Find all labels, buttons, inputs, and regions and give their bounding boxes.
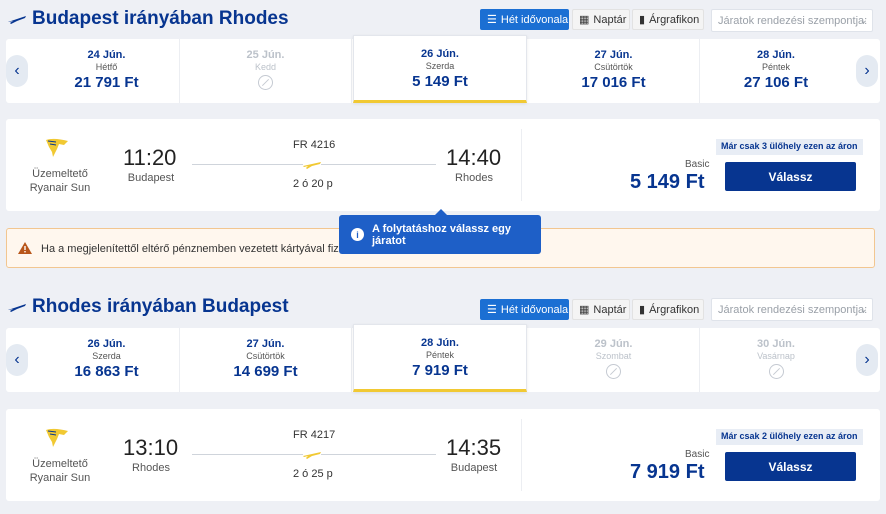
no-flight-icon xyxy=(768,364,784,379)
tab-calendar[interactable]: ▦ Naptár xyxy=(572,9,630,30)
calendar-icon: ▦ xyxy=(579,304,590,316)
arrival-city: Rhodes xyxy=(455,172,493,184)
chevron-down-icon: ⌄ xyxy=(859,15,868,26)
date-cell[interactable]: 24 Jún. Hétfő 21 791 Ft xyxy=(34,39,180,103)
return-flight-card[interactable]: Üzemeltető Ryanair Sun 13:10 Rhodes FR 42… xyxy=(6,409,880,501)
outbound-date-strip: ‹ 24 Jún. Hétfő 21 791 Ft 25 Jún. Kedd 2… xyxy=(6,35,880,103)
chevron-left-icon[interactable]: ‹ xyxy=(6,344,28,376)
no-flight-icon xyxy=(606,364,621,379)
date-cell-selected[interactable]: 28 Jún. Péntek 7 919 Ft xyxy=(353,324,527,392)
departure-time: 13:10 xyxy=(123,435,179,460)
seats-left-badge: Már csak 3 ülőhely ezen az áron xyxy=(716,139,863,155)
list-icon: ☰ xyxy=(487,304,497,316)
flight-duration: 2 ó 20 p xyxy=(293,178,333,190)
date-cell-selected[interactable]: 26 Jún. Szerda 5 149 Ft xyxy=(353,35,527,103)
calendar-icon: ▦ xyxy=(579,14,590,26)
section-title: Budapest irányában Rhodes xyxy=(32,8,289,29)
flight-price: 7 919 Ft xyxy=(630,461,705,483)
no-flight-icon xyxy=(258,75,273,90)
ryanair-harp-icon xyxy=(46,138,68,157)
section-title: Rhodes irányában Budapest xyxy=(32,296,289,317)
departure-city: Budapest xyxy=(127,172,175,184)
chevron-down-icon: ⌄ xyxy=(859,304,868,315)
warning-text: Ha a megjelenítettől eltérő pénznemben v… xyxy=(41,243,351,255)
tab-week-timeline[interactable]: ☰ Hét idővonala xyxy=(480,299,569,320)
plane-icon xyxy=(303,449,321,459)
flight-number: FR 4217 xyxy=(293,429,336,441)
flight-duration: 2 ó 25 p xyxy=(293,468,333,480)
bar-chart-icon: ▮ xyxy=(639,14,646,26)
plane-icon xyxy=(8,16,26,24)
date-cell[interactable]: 27 Jún. Csütörtök 17 016 Ft xyxy=(528,39,700,103)
fare-type: Basic xyxy=(685,449,710,460)
divider xyxy=(521,129,522,201)
seats-left-badge: Már csak 2 ülőhely ezen az áron xyxy=(716,429,863,445)
tab-calendar[interactable]: ▦ Naptár xyxy=(572,299,630,320)
date-cell: 30 Jún. Vasárnap xyxy=(700,328,852,392)
return-date-strip: ‹ 26 Jún. Szerda 16 863 Ft 27 Jún. Csütö… xyxy=(6,324,880,392)
date-cell[interactable]: 27 Jún. Csütörtök 14 699 Ft xyxy=(180,328,352,392)
fare-type: Basic xyxy=(685,159,710,170)
return-header: Rhodes irányában Budapest ☰ Hét idővonala… xyxy=(0,292,886,328)
select-flight-button[interactable]: Válassz xyxy=(725,452,856,481)
plane-icon xyxy=(303,159,321,169)
arrival-time: 14:35 xyxy=(446,435,502,460)
arrival-city: Budapest xyxy=(450,462,498,474)
date-cell: 25 Jún. Kedd xyxy=(180,39,352,103)
chevron-right-icon[interactable]: › xyxy=(856,55,878,87)
operator-label: Üzemeltető Ryanair Sun xyxy=(29,168,91,194)
sort-select[interactable]: Járatok rendezési szempontja: ⌄ xyxy=(711,9,873,32)
departure-city: Rhodes xyxy=(132,462,170,474)
flight-price: 5 149 Ft xyxy=(630,171,705,193)
plane-icon xyxy=(8,304,26,312)
outbound-flight-card[interactable]: Üzemeltető Ryanair Sun 11:20 Budapest FR … xyxy=(6,119,880,211)
ryanair-harp-icon xyxy=(46,428,68,447)
date-cell: 29 Jún. Szombat xyxy=(528,328,700,392)
operator-label: Üzemeltető Ryanair Sun xyxy=(29,458,91,484)
date-cell[interactable]: 26 Jún. Szerda 16 863 Ft xyxy=(34,328,180,392)
list-icon: ☰ xyxy=(487,14,497,26)
tab-price-graph[interactable]: ▮ Árgrafikon xyxy=(632,9,704,30)
warning-icon xyxy=(18,242,32,254)
outbound-header: Budapest irányában Rhodes ☰ Hét idővonala… xyxy=(0,4,886,40)
divider xyxy=(521,419,522,491)
sort-select[interactable]: Járatok rendezési szempontja: ⌄ xyxy=(711,298,873,321)
tab-price-graph[interactable]: ▮ Árgrafikon xyxy=(632,299,704,320)
tab-week-timeline[interactable]: ☰ Hét idővonala xyxy=(480,9,569,30)
chevron-right-icon[interactable]: › xyxy=(856,344,878,376)
flight-number: FR 4216 xyxy=(293,139,336,151)
bar-chart-icon: ▮ xyxy=(639,304,646,316)
select-flight-tooltip: i A folytatáshoz válassz egy járatot xyxy=(339,209,541,254)
select-flight-button[interactable]: Válassz xyxy=(725,162,856,191)
date-cell[interactable]: 28 Jún. Péntek 27 106 Ft xyxy=(743,49,809,91)
chevron-left-icon[interactable]: ‹ xyxy=(6,55,28,87)
info-icon: i xyxy=(351,228,364,241)
departure-time: 11:20 xyxy=(123,145,177,170)
arrival-time: 14:40 xyxy=(446,145,502,170)
